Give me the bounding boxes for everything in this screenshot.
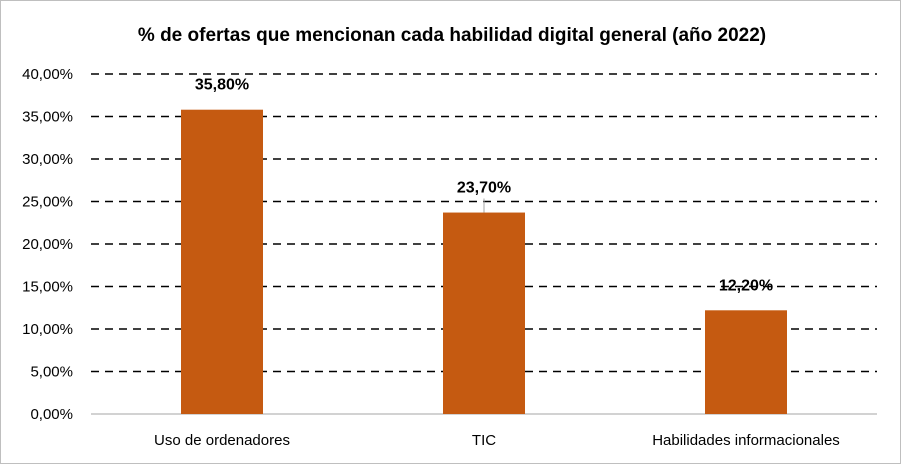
data-label: 23,70% xyxy=(457,180,511,197)
y-tick-label: 5,00% xyxy=(30,364,73,381)
y-tick-label: 25,00% xyxy=(22,194,73,211)
y-tick-label: 10,00% xyxy=(22,321,73,338)
bar xyxy=(181,109,263,414)
x-tick-label: Habilidades informacionales xyxy=(652,432,840,449)
data-label: 35,80% xyxy=(195,77,249,94)
y-tick-label: 30,00% xyxy=(22,151,73,168)
y-tick-label: 0,00% xyxy=(30,406,73,423)
y-tick-label: 15,00% xyxy=(22,279,73,296)
y-tick-label: 35,00% xyxy=(22,109,73,126)
x-tick-label: TIC xyxy=(472,432,496,449)
data-label: 12,20% xyxy=(719,277,773,294)
chart-title: % de ofertas que mencionan cada habilida… xyxy=(138,25,766,46)
y-tick-label: 40,00% xyxy=(22,66,73,83)
x-tick-label: Uso de ordenadores xyxy=(154,432,290,449)
bar xyxy=(705,310,787,414)
bar xyxy=(443,212,525,414)
y-tick-label: 20,00% xyxy=(22,236,73,253)
